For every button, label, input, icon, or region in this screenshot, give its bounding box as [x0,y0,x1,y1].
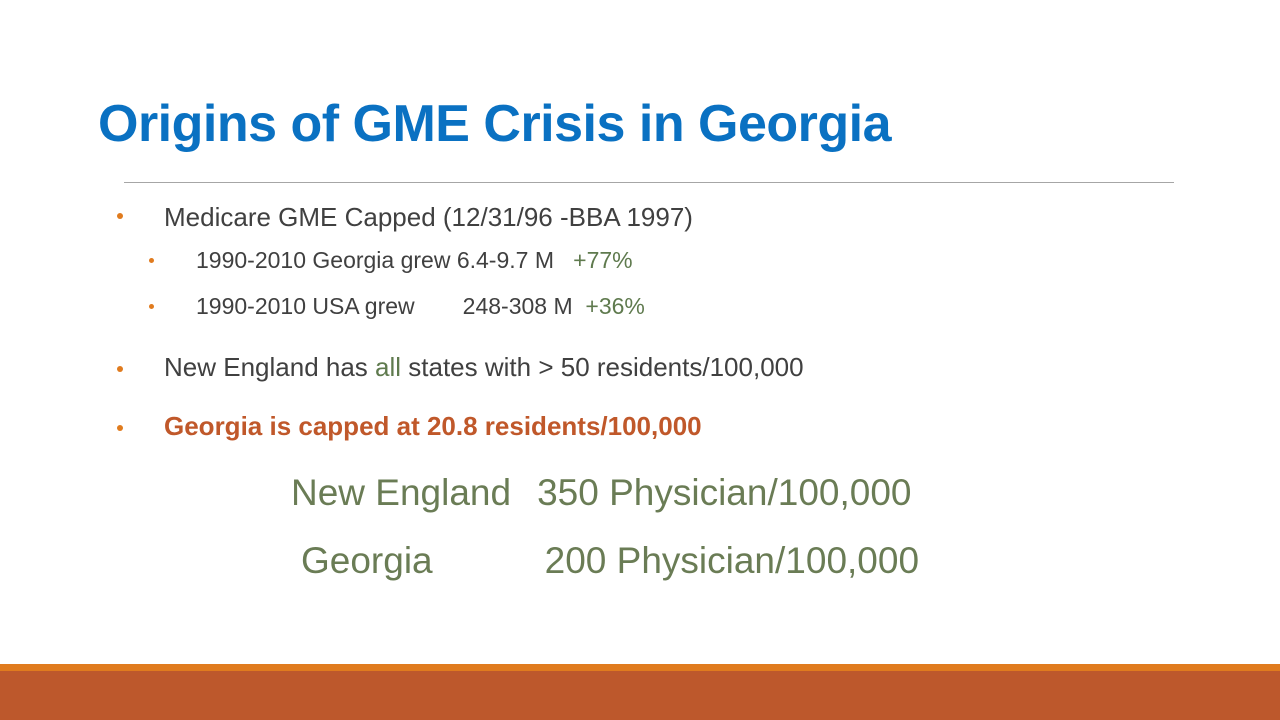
bullet-new-england: New England has all states with > 50 res… [164,352,804,383]
stat-georgia: Georgia 200 Physician/100,000 [301,539,919,583]
footer-bar [0,671,1280,720]
georgia-growth-text: 1990-2010 Georgia grew 6.4-9.7 M [196,247,554,273]
bullet-dot-icon [117,213,123,219]
bullet-dot-icon [117,425,123,431]
new-england-all: all [375,352,402,382]
new-england-text-a: New England has [164,352,376,382]
usa-growth-text: 1990-2010 USA grew [196,293,415,319]
georgia-growth-percent: +77% [573,247,633,273]
stat-new-england-value: 350 Physician/100,000 [537,472,912,513]
footer-accent-line [0,664,1280,671]
bullet-georgia-capped: Georgia is capped at 20.8 residents/100,… [164,411,702,441]
usa-growth-percent: +36% [585,293,645,319]
stat-georgia-value: 200 Physician/100,000 [544,540,920,581]
usa-growth-range: 248-308 M [462,293,573,319]
sub-bullet-usa-growth: 1990-2010 USA grew 248-308 M +36% [196,293,645,321]
sub-bullet-dot-icon [149,258,154,263]
new-england-text-c: states with > 50 residents/100,000 [401,352,804,382]
bullet-dot-icon [117,366,123,372]
bullet-medicare-capped: Medicare GME Capped (12/31/96 -BBA 1997) [164,202,693,232]
title-divider [124,182,1174,183]
sub-bullet-georgia-growth: 1990-2010 Georgia grew 6.4-9.7 M +77% [196,247,633,275]
slide-title: Origins of GME Crisis in Georgia [98,95,892,153]
stat-georgia-label: Georgia [301,540,433,581]
stat-new-england-label: New England [291,472,512,513]
sub-bullet-dot-icon [149,304,154,309]
stat-new-england: New England 350 Physician/100,000 [291,471,911,515]
